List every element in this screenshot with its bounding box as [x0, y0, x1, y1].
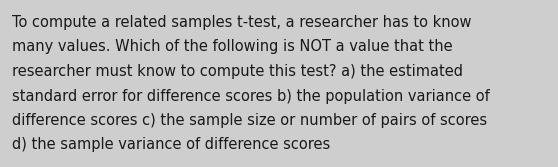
Text: difference scores c) the sample size or number of pairs of scores: difference scores c) the sample size or … [12, 113, 487, 128]
Text: many values. Which of the following is NOT a value that the: many values. Which of the following is N… [12, 40, 453, 54]
Text: d) the sample variance of difference scores: d) the sample variance of difference sco… [12, 137, 330, 152]
Text: To compute a related samples t-test, a researcher has to know: To compute a related samples t-test, a r… [12, 15, 472, 30]
Text: researcher must know to compute this test? a) the estimated: researcher must know to compute this tes… [12, 64, 463, 79]
Text: standard error for difference scores b) the population variance of: standard error for difference scores b) … [12, 89, 490, 104]
